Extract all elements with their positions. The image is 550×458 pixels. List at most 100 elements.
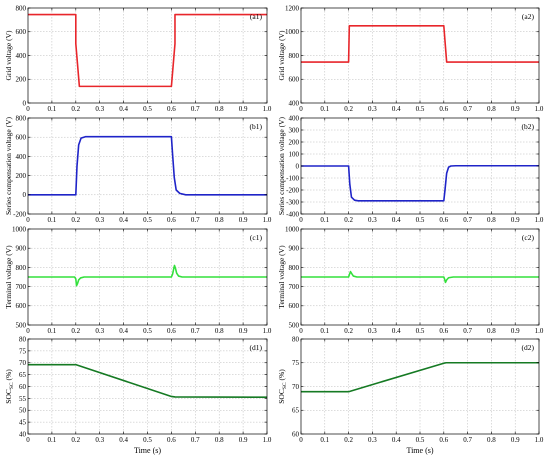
- y-axis-label-sub: SC: [9, 382, 15, 389]
- y-tick-label: 70: [292, 383, 300, 391]
- y-tick-label: 600: [16, 302, 27, 310]
- x-tick-label: 0.2: [71, 327, 80, 335]
- x-tick-label: 0.6: [167, 216, 176, 224]
- subplot-b1: 0 0.1 0.2 0.3 0.4 0.5 0.6 0.7 0.8 0.9 1.0-20002004…: [4, 114, 272, 224]
- y-axis-label-unit: (%): [4, 369, 13, 383]
- y-tick-label: 600: [289, 76, 300, 84]
- x-tick-label: 0.7: [191, 327, 200, 335]
- y-tick-label: 400: [289, 99, 300, 107]
- y-tick-label: 900: [289, 245, 300, 253]
- x-tick-label: 0.5: [416, 105, 425, 113]
- x-tick-label: 0.3: [368, 216, 377, 224]
- y-tick-label: 200: [289, 138, 300, 146]
- panel-tag: (a1): [250, 12, 263, 21]
- y-tick-label: 600: [16, 28, 27, 36]
- y-axis-label-main: SOC: [4, 389, 13, 404]
- y-tick-label: -200: [13, 210, 26, 218]
- x-tick-label: 0.2: [344, 436, 353, 444]
- x-tick-label: 0.4: [119, 327, 128, 335]
- y-tick-label: -400: [286, 210, 299, 218]
- series-line-b2: [301, 164, 539, 202]
- y-axis-label: Grid voltage (V): [277, 30, 286, 80]
- y-axis-label-unit: (%): [277, 369, 286, 383]
- y-tick-label: 500: [16, 321, 27, 329]
- y-tick-label: -300: [286, 198, 299, 206]
- y-tick-label: 600: [289, 302, 300, 310]
- x-tick-label: 0.8: [215, 216, 224, 224]
- x-tick-label: 0.1: [320, 105, 329, 113]
- x-tick-label: 0.8: [487, 105, 496, 113]
- x-tick-label: 0.1: [320, 216, 329, 224]
- x-tick-label: 0.3: [95, 216, 104, 224]
- x-tick-label: 0.8: [487, 436, 496, 444]
- subplot-c1: 0 0.1 0.2 0.3 0.4 0.5 0.6 0.7 0.8 0.9 1.0 500 600 700…: [4, 225, 272, 335]
- x-tick-label: 0.2: [71, 436, 80, 444]
- y-tick-label: 65: [19, 371, 27, 379]
- x-tick-label: 0.3: [95, 327, 104, 335]
- y-tick-label: 55: [19, 395, 27, 403]
- subplot-d1: 0 0.1 0.2 0.3 0.4 0.5 0.6 0.7 0.8 0.9 1.0 40 45 50 55 6…: [4, 335, 272, 455]
- x-tick-label: 1.0: [263, 105, 272, 113]
- y-tick-label: 0: [23, 99, 27, 107]
- y-tick-label: 60: [19, 383, 27, 391]
- x-tick-label: 0.4: [392, 105, 401, 113]
- x-tick-label: 0.7: [191, 216, 200, 224]
- x-tick-label: 0.6: [439, 436, 448, 444]
- panel-tag: (c2): [522, 233, 535, 242]
- x-tick-label: 0.1: [48, 216, 57, 224]
- x-tick-label: 0.8: [487, 327, 496, 335]
- x-tick-label: 0.3: [368, 436, 377, 444]
- x-tick-label: 0.7: [191, 436, 200, 444]
- x-tick-label: 0.5: [416, 436, 425, 444]
- x-tick-label: 0.1: [48, 105, 57, 113]
- y-tick-label: 800: [289, 52, 300, 60]
- x-tick-label: 0: [26, 216, 30, 224]
- y-tick-label: 800: [16, 264, 27, 272]
- series-line-c1: [28, 264, 267, 287]
- x-axis-label: Time (s): [134, 446, 161, 455]
- y-tick-label: 75: [19, 347, 27, 355]
- panel-tag: (b1): [250, 122, 263, 131]
- x-tick-label: 0: [26, 436, 30, 444]
- y-tick-label: 400: [16, 52, 27, 60]
- y-tick-label: 75: [292, 359, 300, 367]
- x-tick-label: 0.9: [511, 327, 520, 335]
- x-tick-label: 0.1: [320, 436, 329, 444]
- y-tick-label: 70: [19, 359, 27, 367]
- x-tick-label: 1.0: [263, 327, 272, 335]
- y-axis-label: Grid voltage (V): [4, 30, 13, 80]
- y-tick-label: 1000: [285, 28, 300, 36]
- x-tick-label: 0.5: [416, 327, 425, 335]
- y-tick-label: 1000: [12, 225, 27, 233]
- subplot-b2: 0 0.1 0.2 0.3 0.4 0.5 0.6 0.7 0.8 0.9 1.0 -400 -300 -…: [277, 114, 544, 224]
- y-tick-label: 60: [292, 430, 300, 438]
- x-tick-label: 0.4: [119, 105, 128, 113]
- y-tick-label: 200: [16, 172, 27, 180]
- series-line-b1: [28, 135, 267, 196]
- x-tick-label: 0.2: [71, 216, 80, 224]
- y-tick-label: 700: [16, 283, 27, 291]
- series-line-a1: [28, 13, 267, 88]
- x-tick-label: 0.7: [463, 105, 472, 113]
- x-tick-label: 0.9: [239, 216, 248, 224]
- y-tick-label: 200: [16, 76, 27, 84]
- x-tick-label: 0.3: [95, 105, 104, 113]
- x-tick-label: 0.3: [95, 436, 104, 444]
- x-tick-label: 0.5: [416, 216, 425, 224]
- y-axis-label: SOCSC (%): [277, 369, 288, 404]
- x-tick-label: 0.9: [511, 105, 520, 113]
- x-tick-label: 0.6: [439, 105, 448, 113]
- x-tick-label: 0.1: [48, 436, 57, 444]
- plot-frame: [27, 338, 268, 435]
- x-tick-label: 0.5: [143, 216, 152, 224]
- x-tick-label: 0.8: [487, 216, 496, 224]
- x-tick-label: 1.0: [535, 327, 544, 335]
- x-tick-label: 0.7: [463, 327, 472, 335]
- x-tick-label: 1.0: [535, 216, 544, 224]
- y-axis-label-sub: SC: [282, 382, 288, 389]
- x-tick-label: 0.4: [392, 436, 401, 444]
- y-tick-label: 400: [16, 153, 27, 161]
- y-tick-label: 100: [289, 150, 300, 158]
- y-tick-label: 300: [289, 126, 300, 134]
- subplot-a2: 0 0.1 0.2 0.3 0.4 0.5 0.6 0.7 0.8 0.9 1.0 400 600 800…: [277, 4, 544, 113]
